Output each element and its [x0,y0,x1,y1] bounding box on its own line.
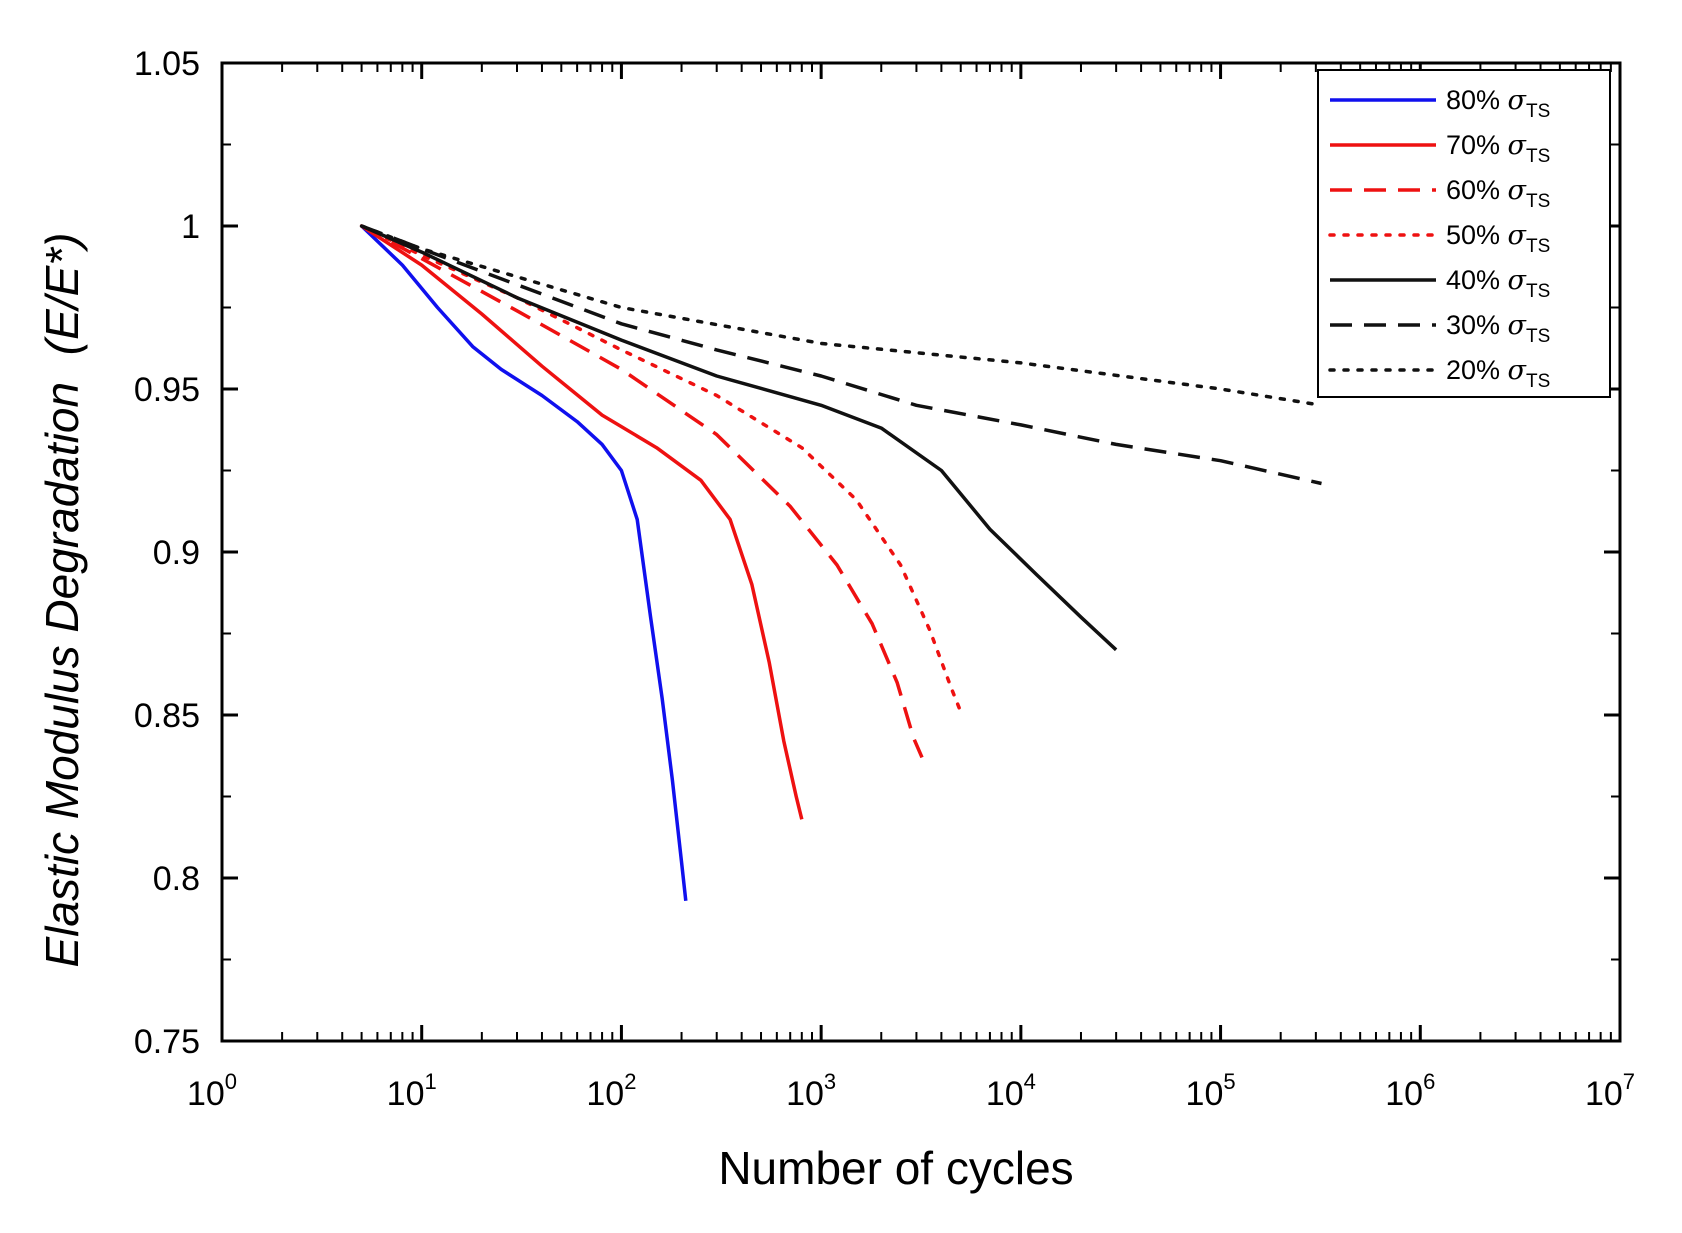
legend-label: 70% σTS [1446,130,1550,167]
legend-label: 80% σTS [1446,85,1550,122]
y-axis-title: Elastic Modulus Degradation (E/E*) [36,232,88,967]
x-tick-label: 107 [1585,1069,1635,1113]
legend-label: 30% σTS [1446,310,1550,347]
series-line-60pct [360,224,924,759]
y-tick-label: 0.85 [134,697,200,735]
legend-label: 60% σTS [1446,175,1550,212]
y-axis-title-main: Elastic Modulus Degradation [36,382,88,968]
legend-box [1317,69,1611,398]
series-line-70pct [360,224,804,820]
y-tick-label: 0.9 [153,534,200,572]
y-tick-label: 0.75 [134,1023,200,1061]
legend-label: 40% σTS [1446,265,1550,302]
series-line-30pct [360,224,1322,486]
x-tick-label: 105 [1186,1069,1236,1113]
y-axis-title-paren: (E/E*) [36,232,88,355]
x-axis-title: Number of cycles [718,1142,1073,1194]
y-tick-label: 1 [181,208,200,246]
y-tick-label: 0.8 [153,860,200,898]
series-line-50pct [359,224,963,714]
x-tick-label: 104 [986,1069,1036,1113]
legend-label: 50% σTS [1446,220,1550,257]
series-line-80pct [360,224,688,901]
x-tick-label: 106 [1385,1069,1435,1113]
x-tick-label: 103 [786,1069,836,1113]
x-tick-label: 102 [586,1069,636,1113]
series-line-40pct [360,224,1118,652]
x-tick-label: 100 [187,1069,237,1113]
ticks-layer: 100 101 102 103 104 105 106 107 0.75 0.8 0.85 0.9 0.… [134,45,1635,1113]
x-tick-label: 101 [387,1069,437,1113]
series-line-20pct [359,224,1324,408]
y-tick-label: 0.95 [134,371,200,409]
legend-label: 20% σTS [1446,355,1550,392]
series-layer [359,224,1324,901]
y-tick-label: 1.05 [134,45,200,83]
legend: 80% σTS 70% σTS 60% σTS 50% σTS 40% σTS 30% σ… [1317,69,1611,398]
